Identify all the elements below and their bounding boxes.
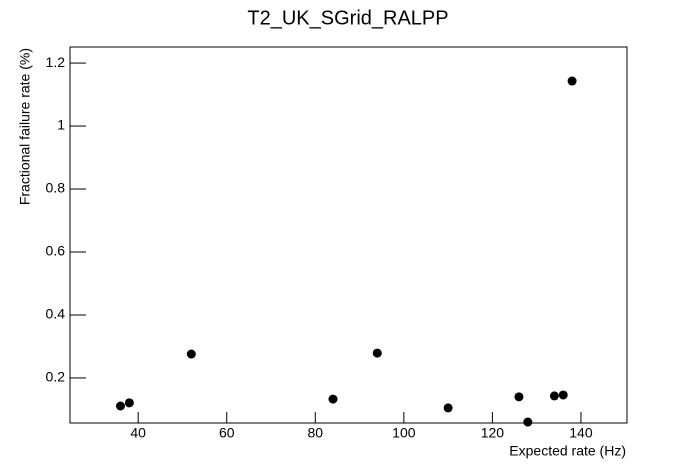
y-tick-label: 1 <box>57 117 65 133</box>
data-point <box>443 403 453 413</box>
y-tick-label: 0.4 <box>46 306 66 322</box>
y-tick-label: 0.2 <box>46 369 66 385</box>
x-tick-label: 60 <box>219 425 235 441</box>
x-axis-label: Expected rate (Hz) <box>509 443 626 459</box>
y-tick-label: 0.8 <box>46 180 66 196</box>
chart-title: T2_UK_SGrid_RALPP <box>247 7 448 29</box>
x-tick-label: 140 <box>569 425 593 441</box>
data-point <box>372 348 382 358</box>
y-axis-label: Fractional failure rate (%) <box>17 48 33 205</box>
y-tick-label: 1.2 <box>46 54 66 70</box>
x-tick-label: 120 <box>481 425 505 441</box>
x-tick-label: 100 <box>392 425 416 441</box>
data-point <box>115 401 125 411</box>
data-point <box>328 394 338 404</box>
y-tick-label: 0.6 <box>46 243 66 259</box>
data-point <box>549 391 559 401</box>
data-point <box>558 390 568 400</box>
data-point <box>186 349 196 359</box>
data-point <box>523 417 533 427</box>
data-point <box>514 392 524 402</box>
x-tick-label: 80 <box>308 425 324 441</box>
x-tick-label: 40 <box>130 425 146 441</box>
data-point <box>124 398 134 408</box>
data-point <box>567 76 577 86</box>
plot-frame <box>69 46 628 424</box>
